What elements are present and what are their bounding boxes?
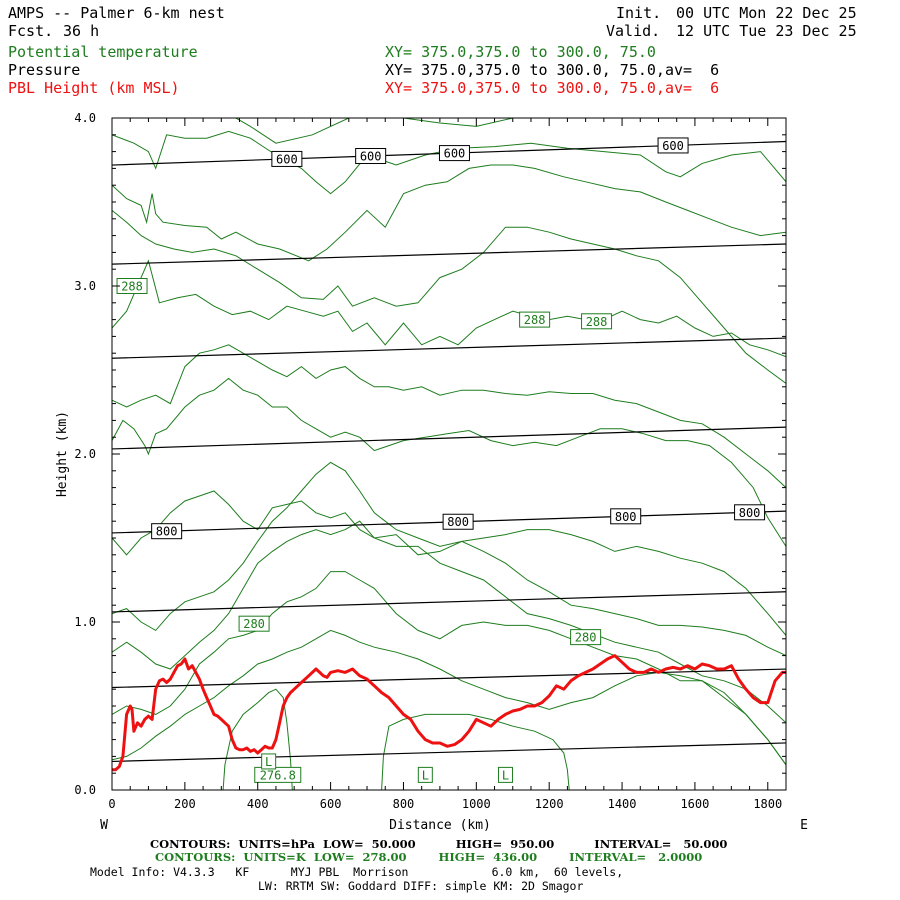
y-tick-label-0: 0.0 bbox=[74, 783, 96, 797]
theta-contour-6 bbox=[112, 377, 786, 547]
x-tick-label-6: 1200 bbox=[535, 797, 564, 811]
theta-contour-9 bbox=[112, 520, 786, 724]
pressure-label-0-1-box bbox=[355, 148, 387, 165]
theta-contour-5 bbox=[112, 344, 786, 488]
xy-pressure: XY= 375.0,375.0 to 300.0, 75.0,av= 6 bbox=[385, 61, 720, 79]
theta-label-2: 288 bbox=[586, 315, 608, 329]
theta-label-7: L bbox=[422, 768, 429, 782]
pressure-label-4-0: 800 bbox=[156, 525, 178, 539]
pressure-contour-5 bbox=[112, 591, 786, 613]
pressure-label-0-0: 600 bbox=[276, 152, 298, 166]
field-pressure: Pressure bbox=[8, 61, 81, 79]
x-tick-label-9: 1800 bbox=[753, 797, 782, 811]
theta-label-2-box bbox=[581, 313, 613, 330]
pressure-label-0-0-box bbox=[271, 150, 303, 167]
pressure-label-0-2-box bbox=[438, 145, 470, 162]
valid-time: 12 UTC Tue 23 Dec 25 bbox=[676, 22, 857, 40]
contour-labels: 600 600 600 600 800 800 800 800 288 288 288 280 280 2… bbox=[116, 137, 766, 783]
theta-label-1-box bbox=[519, 311, 551, 328]
theta-contour-10 bbox=[112, 571, 786, 766]
x-tick-label-1: 200 bbox=[174, 797, 196, 811]
contours-pressure-info: CONTOURS: UNITS=hPa LOW= 50.000 HIGH= 95… bbox=[150, 837, 728, 851]
theta-label-6: L bbox=[265, 755, 272, 769]
theta-label-5: 276.8 bbox=[260, 768, 296, 782]
theta-label-8-box bbox=[497, 766, 513, 783]
physics-info: LW: RRTM SW: Goddard DIFF: simple KM: 2D… bbox=[258, 879, 584, 893]
xy-pbl: XY= 375.0,375.0 to 300.0, 75.0,av= 6 bbox=[385, 79, 720, 97]
pressure-contour-3 bbox=[112, 426, 786, 450]
pressure-label-4-2: 800 bbox=[615, 510, 637, 524]
y-tick-label-3: 3.0 bbox=[74, 279, 96, 293]
x-axis-label: Distance (km) bbox=[389, 818, 491, 833]
field-potential-temperature: Potential temperature bbox=[8, 43, 198, 61]
west-label: W bbox=[100, 818, 108, 833]
x-tick-label-4: 800 bbox=[393, 797, 415, 811]
theta-label-8: L bbox=[502, 768, 509, 782]
pressure-label-0-2: 600 bbox=[444, 147, 466, 161]
theta-contour-2 bbox=[112, 164, 786, 262]
pressure-label-4-3-box bbox=[734, 504, 766, 521]
theta-contour-7 bbox=[112, 490, 786, 636]
pressure-contours bbox=[112, 140, 786, 763]
model-info: Model Info: V4.3.3 KF MYJ PBL Morrison 6… bbox=[90, 865, 624, 879]
pressure-contour-2 bbox=[112, 337, 786, 359]
pbl-height-line bbox=[112, 654, 786, 772]
theta-contour-0 bbox=[234, 118, 660, 144]
pressure-label-4-1: 800 bbox=[447, 515, 469, 529]
contours-theta-info: CONTOURS: UNITS=K LOW= 278.00 HIGH= 436.… bbox=[155, 850, 703, 864]
theta-contour-3 bbox=[112, 210, 786, 384]
field-pbl-height: PBL Height (km MSL) bbox=[8, 79, 180, 97]
theta-label-0: 288 bbox=[121, 280, 143, 294]
theta-label-3: 280 bbox=[243, 617, 265, 631]
pressure-label-0-3-box bbox=[657, 137, 689, 154]
pressure-label-0-1: 600 bbox=[360, 150, 382, 164]
x-tick-label-5: 1000 bbox=[462, 797, 491, 811]
y-tick-label-1: 1.0 bbox=[74, 615, 96, 629]
pressure-contour-7 bbox=[112, 742, 786, 763]
pressure-contour-1 bbox=[112, 243, 786, 265]
east-label: E bbox=[800, 818, 808, 833]
x-tick-label-7: 1400 bbox=[608, 797, 637, 811]
x-tick-label-8: 1600 bbox=[680, 797, 709, 811]
theta-contour-13 bbox=[381, 713, 570, 790]
theta-contour-12 bbox=[222, 688, 293, 790]
forecast-hour: 36 h bbox=[63, 22, 100, 40]
valid-label: Valid. bbox=[606, 22, 661, 40]
x-tick-label-2: 400 bbox=[247, 797, 269, 811]
axes: 0 200 400 600 800 1000 1200 1400 1600 1800 0.0 1.0 2… bbox=[74, 111, 787, 811]
pressure-label-4-0-box bbox=[151, 523, 183, 540]
pressure-label-4-2-box bbox=[610, 508, 642, 525]
theta-contour-4 bbox=[112, 259, 786, 358]
theta-label-5-box bbox=[254, 766, 302, 783]
theta-label-6-box bbox=[261, 753, 277, 770]
forecast-label: Fcst. bbox=[8, 22, 54, 40]
y-tick-label-2: 2.0 bbox=[74, 447, 96, 461]
pressure-label-4-3: 800 bbox=[739, 506, 761, 520]
pressure-contour-6 bbox=[112, 668, 786, 689]
x-tick-label-0: 0 bbox=[108, 797, 115, 811]
theta-label-3-box bbox=[238, 615, 270, 632]
theta-label-7-box bbox=[417, 766, 433, 783]
theta-label-1: 288 bbox=[524, 313, 546, 327]
chart-title: AMPS -- Palmer 6-km nest bbox=[8, 4, 225, 22]
pbl-height-series bbox=[112, 654, 786, 772]
y-tick-label-4: 4.0 bbox=[74, 111, 96, 125]
theta-label-4-box bbox=[570, 629, 602, 646]
init-time: 00 UTC Mon 22 Dec 25 bbox=[676, 4, 857, 22]
init-label: Init. bbox=[616, 4, 662, 22]
pressure-label-0-3: 600 bbox=[662, 139, 684, 153]
pressure-label-4-1-box bbox=[442, 513, 474, 530]
theta-label-4: 280 bbox=[575, 631, 597, 645]
x-tick-label-3: 600 bbox=[320, 797, 342, 811]
y-axis-label: Height (km) bbox=[55, 411, 70, 497]
xy-theta: XY= 375.0,375.0 to 300.0, 75.0 bbox=[385, 43, 656, 61]
theta-contour-8 bbox=[112, 461, 786, 657]
plot-frame bbox=[111, 117, 787, 791]
